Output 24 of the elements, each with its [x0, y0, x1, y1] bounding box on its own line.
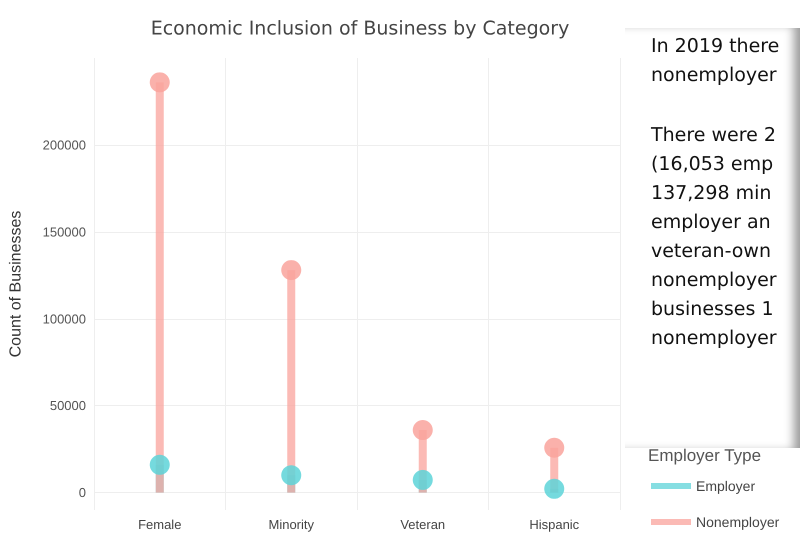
y-tick-label: 100000 — [42, 311, 86, 326]
point — [544, 478, 564, 499]
x-tick-label: Hispanic — [529, 517, 580, 532]
chart-title: Economic Inclusion of Business by Category — [150, 18, 570, 40]
x-tick-label: Veteran — [400, 517, 446, 532]
y-tick-label: 50000 — [50, 398, 86, 414]
point — [544, 438, 564, 458]
text: In 2019 there nonemployer — [651, 34, 780, 88]
legend-label: Nonemployer — [696, 514, 780, 530]
y-tick-label: 0 — [78, 485, 86, 500]
text: There were 2 (16,053 emp 137,298 min employer an veteran-own nonemployer businesses 1 nonemployer — [651, 123, 778, 351]
point — [281, 465, 302, 486]
point — [150, 454, 170, 475]
point — [281, 260, 302, 280]
point — [150, 72, 170, 92]
y-tick-label: 150000 — [42, 224, 86, 240]
legend-title: Employer Type — [648, 446, 762, 466]
y-axis-title: Count of Businesses — [8, 210, 24, 358]
x-tick-label: Female — [138, 517, 182, 532]
legend-label: Employer — [696, 478, 756, 494]
y-tick-label: 200000 — [42, 137, 86, 152]
point — [412, 420, 433, 440]
point — [412, 470, 433, 490]
x-tick-label: Minority — [268, 517, 314, 532]
